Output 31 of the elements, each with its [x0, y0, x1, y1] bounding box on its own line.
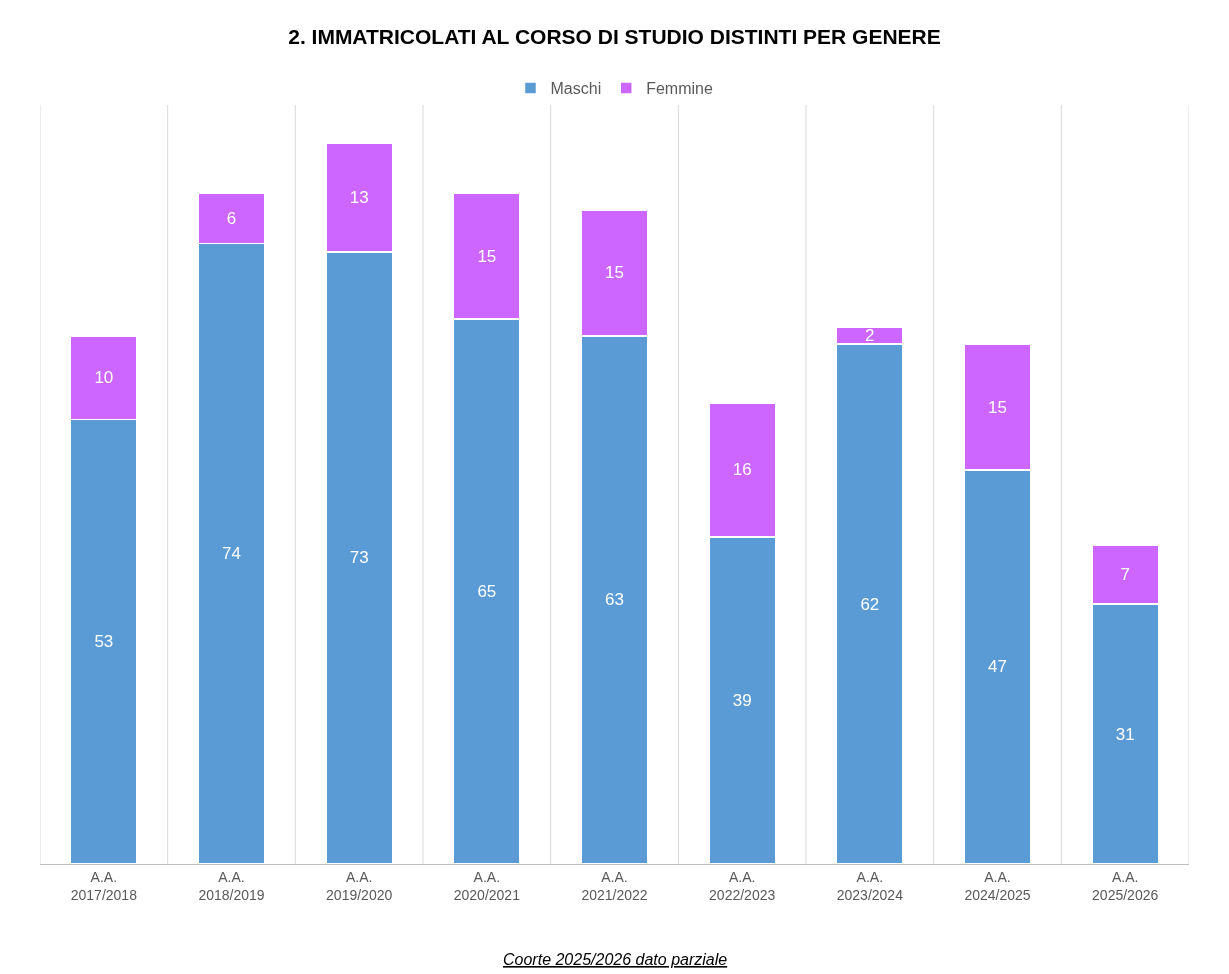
- x-tick-label: A.A. 2025/2026: [1092, 868, 1159, 903]
- x-tick-label: A.A. 2022/2023: [709, 868, 776, 903]
- data-label: 6: [226, 208, 237, 228]
- x-tick-label: A.A. 2018/2019: [198, 868, 265, 903]
- data-label: 74: [222, 544, 241, 564]
- x-tick-label: A.A. 2019/2020: [326, 868, 393, 903]
- data-label: 65: [477, 582, 497, 602]
- x-tick-label: A.A. 2017/2018: [70, 868, 138, 903]
- data-label: 62: [860, 594, 880, 614]
- data-label: 7: [1120, 565, 1130, 585]
- data-label: 13: [349, 187, 369, 207]
- data-label: 15: [988, 397, 1007, 417]
- data-label: 15: [477, 246, 497, 266]
- data-label: 31: [1115, 724, 1135, 744]
- text: Coorte 2025/2026 dato parziale: [503, 951, 728, 968]
- legend-label: Maschi: [550, 80, 602, 98]
- legend-label: Femmine: [646, 80, 713, 98]
- x-tick-label: A.A. 2024/2025: [964, 868, 1031, 903]
- chart-title: 2. IMMATRICOLATI AL CORSO DI STUDIO DISTINTI PER GENERE: [288, 24, 941, 48]
- data-label: 15: [605, 263, 624, 283]
- data-label: 53: [94, 632, 114, 652]
- data-label: 39: [732, 691, 752, 711]
- data-label: 16: [732, 460, 752, 480]
- data-label: 47: [988, 657, 1007, 677]
- x-tick-label: A.A. 2020/2021: [453, 868, 521, 903]
- data-label: 63: [605, 590, 624, 610]
- x-tick-label: A.A. 2021/2022: [581, 868, 648, 903]
- x-tick-label: A.A. 2023/2024: [836, 868, 904, 903]
- data-label: 10: [94, 368, 114, 388]
- data-label: 2: [865, 326, 875, 346]
- data-label: 73: [349, 548, 369, 568]
